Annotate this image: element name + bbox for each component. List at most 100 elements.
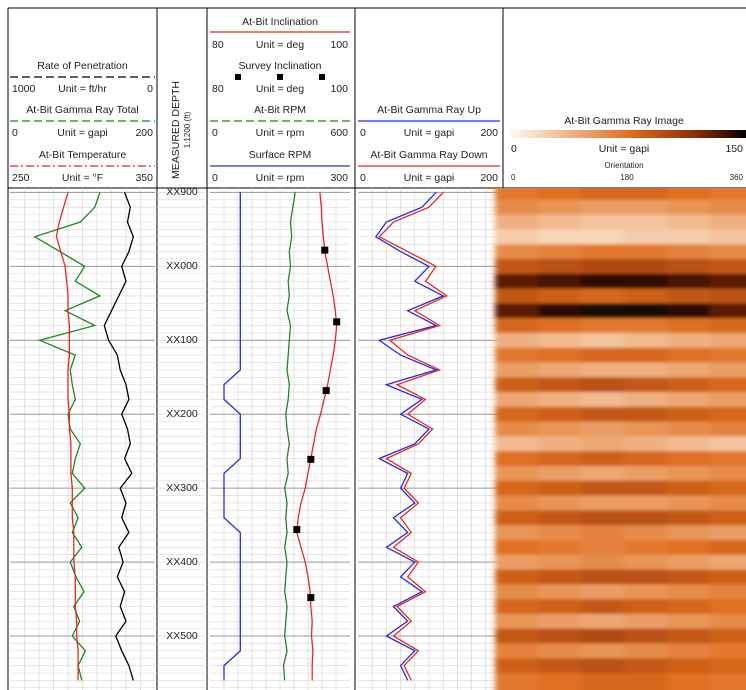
image-cell [710, 288, 746, 304]
unit: Unit = deg [256, 39, 304, 51]
image-cell [624, 347, 668, 363]
survey-point [333, 318, 341, 326]
image-cell [538, 569, 582, 585]
depth-label: XX400 [166, 556, 198, 568]
image-cell [624, 584, 668, 600]
curve-name: At-Bit Gamma Ray Down [370, 149, 487, 161]
curve [282, 192, 296, 681]
image-cell [667, 451, 711, 467]
unit: Unit = gapi [404, 172, 455, 184]
orientation-tick: 180 [620, 173, 634, 182]
scale-left: 0 [12, 127, 18, 139]
image-cell [495, 229, 539, 245]
image-cell [538, 347, 582, 363]
image-cell [667, 229, 711, 245]
image-cell [495, 347, 539, 363]
image-cell [624, 421, 668, 437]
image-cell [710, 658, 746, 674]
image-cell [710, 421, 746, 437]
image-cell [581, 465, 625, 482]
image-cell [538, 377, 582, 393]
depth-label: XX500 [166, 630, 198, 642]
image-cell [581, 347, 625, 363]
image-cell [581, 214, 625, 230]
image-cell [710, 643, 746, 659]
image-cell [538, 436, 582, 452]
image-cell [538, 273, 582, 290]
image-cell [667, 495, 711, 511]
image-cell [538, 303, 582, 319]
image-cell [495, 436, 539, 452]
image-cell [581, 451, 625, 467]
image-cell [624, 495, 668, 511]
scale-right: 300 [330, 172, 348, 184]
image-cell [538, 628, 582, 644]
depth-scale: 1:1200 (ft) [183, 111, 192, 148]
orientation-tick: 0 [511, 173, 516, 182]
curve [33, 192, 102, 681]
image-cell [495, 672, 539, 690]
image-cell [667, 643, 711, 659]
image-cell [710, 392, 746, 408]
curve-name: Survey Inclination [239, 60, 322, 72]
image-cell [581, 303, 625, 319]
image-cell [667, 258, 711, 275]
image-cell [495, 318, 539, 334]
image-cell [495, 495, 539, 511]
scale-right: 0 [147, 83, 153, 95]
image-cell [710, 406, 746, 423]
scale-right: 200 [480, 127, 498, 139]
scale-right: 600 [330, 127, 348, 139]
curve [55, 192, 79, 681]
image-cell [710, 480, 746, 497]
image-cell [495, 628, 539, 644]
unit: Unit = rpm [256, 127, 305, 139]
image-cell [495, 258, 539, 275]
image-cell [581, 436, 625, 452]
image-cell [495, 188, 539, 201]
image-cell [624, 258, 668, 275]
image-cell [667, 421, 711, 437]
image-cell [495, 658, 539, 674]
image-cell [624, 525, 668, 541]
curve [103, 192, 134, 681]
image-cell [581, 332, 625, 349]
image-cell [538, 406, 582, 423]
unit: Unit = deg [256, 83, 304, 95]
image-cell [710, 273, 746, 290]
image-cell [624, 539, 668, 556]
scale-left: 1000 [12, 83, 36, 95]
scale-left: 80 [212, 39, 224, 51]
image-cell [624, 332, 668, 349]
image-cell [538, 392, 582, 408]
image-cell [667, 332, 711, 349]
scale-right: 200 [480, 172, 498, 184]
image-cell [624, 362, 668, 378]
survey-point [307, 455, 315, 463]
image-cell [667, 318, 711, 334]
image-cell [624, 569, 668, 585]
image-cell [624, 273, 668, 290]
image-cell [581, 273, 625, 290]
colorbar [510, 130, 746, 138]
unit: Unit = °F [62, 172, 103, 184]
image-cell [581, 318, 625, 334]
curve-name: At-Bit RPM [254, 104, 306, 116]
image-cell [581, 658, 625, 674]
scale-right: 100 [330, 83, 348, 95]
image-cell [581, 584, 625, 600]
image-cell [624, 288, 668, 304]
image-cell [710, 362, 746, 378]
image-cell [495, 421, 539, 437]
image-cell [667, 672, 711, 690]
image-cell [538, 480, 582, 497]
image-cell [624, 465, 668, 482]
scale-right: 200 [135, 127, 153, 139]
image-cell [538, 658, 582, 674]
image-cell [495, 214, 539, 230]
image-cell [710, 377, 746, 393]
image-cell [624, 188, 668, 201]
image-cell [581, 188, 625, 201]
image-cell [538, 451, 582, 467]
image-cell [581, 554, 625, 570]
